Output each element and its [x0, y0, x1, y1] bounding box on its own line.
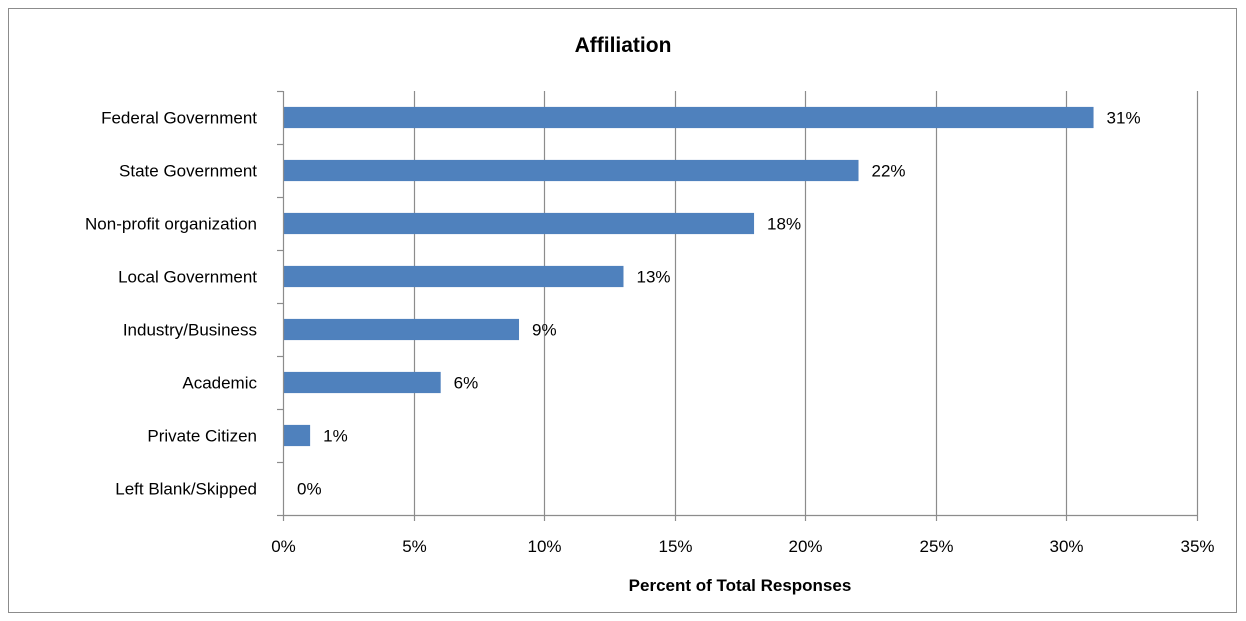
- category-label: Non-profit organization: [85, 215, 257, 234]
- bars: [284, 106, 1094, 447]
- x-tick-label: 25%: [919, 537, 953, 556]
- data-label: 22%: [872, 162, 906, 181]
- bar-private-citizen: [284, 424, 311, 447]
- axes: [277, 90, 1199, 521]
- data-label: 6%: [454, 374, 479, 393]
- x-tick-labels: 0% 5% 10% 15% 20% 25% 30% 35%: [271, 537, 1214, 556]
- x-tick-label: 20%: [788, 537, 822, 556]
- category-label: Private Citizen: [147, 427, 257, 446]
- category-label: Industry/Business: [123, 321, 257, 340]
- bar-state-government: [284, 159, 859, 182]
- data-label: 13%: [636, 268, 670, 287]
- category-labels: Federal Government State Government Non-pr…: [85, 109, 257, 499]
- category-label: Left Blank/Skipped: [115, 480, 257, 499]
- bar-federal-government: [284, 106, 1094, 129]
- data-label: 9%: [532, 321, 557, 340]
- bar-academic: [284, 371, 441, 394]
- data-label: 31%: [1107, 109, 1141, 128]
- x-tick-label: 35%: [1180, 537, 1214, 556]
- data-label: 18%: [767, 215, 801, 234]
- x-tick-label: 10%: [527, 537, 561, 556]
- bar-local-government: [284, 265, 624, 288]
- category-label: Federal Government: [101, 109, 257, 128]
- x-tick-label: 0%: [271, 537, 296, 556]
- chart-title: Affiliation: [575, 34, 672, 57]
- data-label: 0%: [297, 480, 322, 499]
- category-label: State Government: [119, 162, 257, 181]
- data-labels: 31% 22% 18% 13% 9% 6% 1% 0%: [297, 109, 1141, 499]
- category-label: Academic: [182, 374, 257, 393]
- data-label: 1%: [323, 427, 348, 446]
- gridlines: [413, 91, 1199, 515]
- bar-non-profit-organization: [284, 212, 755, 235]
- x-axis-title: Percent of Total Responses: [629, 576, 852, 595]
- x-tick-label: 30%: [1049, 537, 1083, 556]
- category-label: Local Government: [118, 268, 257, 287]
- x-tick-label: 15%: [658, 537, 692, 556]
- x-tick-label: 5%: [402, 537, 427, 556]
- bar-industry-business: [284, 318, 520, 341]
